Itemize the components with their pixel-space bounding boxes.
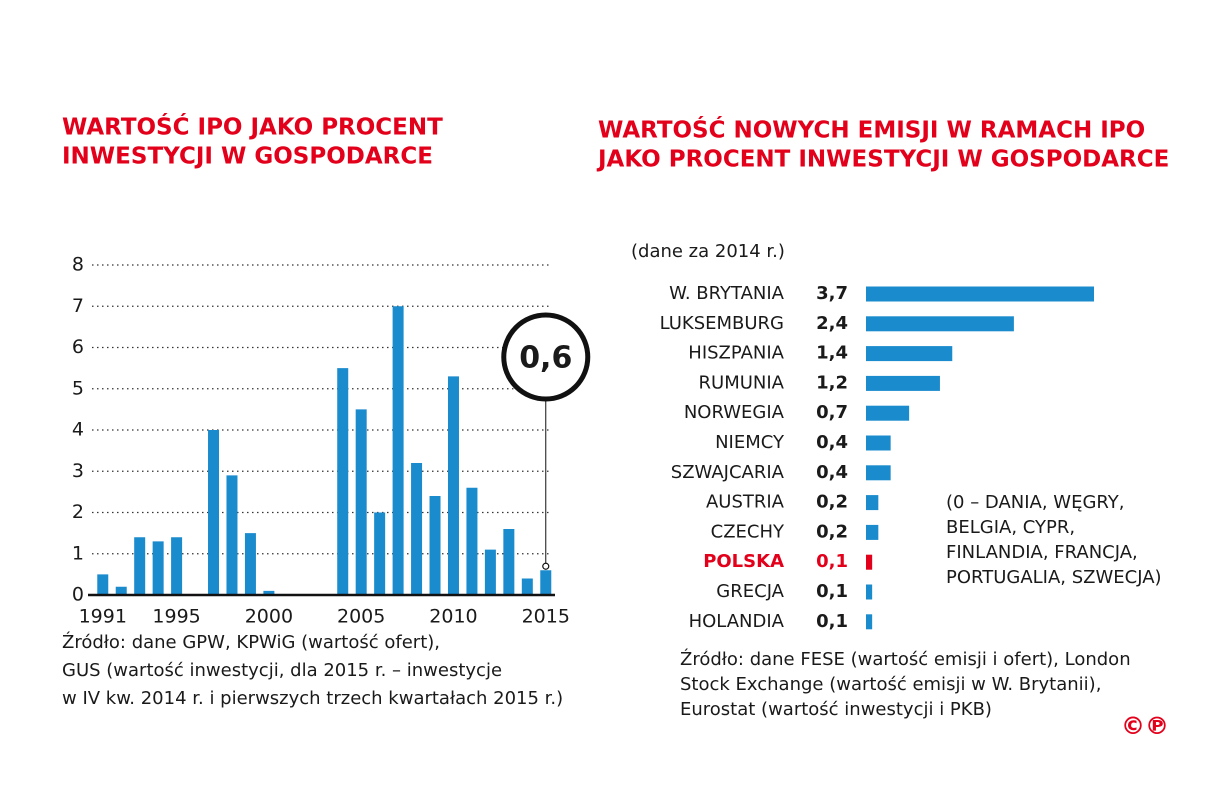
bar [866, 405, 910, 421]
value-label: 0,4 [816, 432, 848, 453]
value-label: 2,4 [816, 313, 848, 334]
category-label: CZECHY [711, 521, 785, 542]
category-label: NORWEGIA [684, 402, 785, 423]
bar [226, 475, 238, 595]
value-label: 0,2 [816, 492, 848, 513]
bar [447, 376, 459, 595]
bar [866, 554, 873, 570]
note: (0 – DANIA, WĘGRY, [946, 492, 1125, 513]
category-label: SZWAJCARIA [671, 462, 785, 483]
bar [540, 570, 552, 595]
chart-title: INWESTYCJI W GOSPODARCE [62, 144, 433, 170]
y-tick-label: 8 [72, 254, 84, 276]
category-label: W. BRYTANIA [669, 283, 785, 304]
bar [866, 495, 879, 511]
y-tick-label: 1 [72, 542, 84, 564]
bar [866, 346, 953, 362]
bar [866, 524, 879, 540]
value-label: 1,4 [816, 343, 848, 364]
source: w IV kw. 2014 r. i pierwszych trzech kwa… [62, 688, 563, 709]
value-label: 0,1 [816, 581, 848, 602]
subtitle: (dane za 2014 r.) [631, 241, 785, 262]
bar [521, 578, 533, 595]
value-label: 0,4 [816, 462, 848, 483]
source: Źródło: dane FESE (wartość emisji i ofer… [680, 648, 1131, 670]
source: Stock Exchange (wartość emisji w W. Bryt… [680, 674, 1101, 695]
bar [484, 549, 496, 595]
bar [134, 537, 146, 595]
note: FINLANDIA, FRANCJA, [946, 542, 1138, 563]
category-label: RUMUNIA [699, 372, 785, 393]
bar [466, 487, 478, 595]
x-tick-label: 2000 [245, 606, 293, 628]
bar [866, 435, 891, 451]
note: PORTUGALIA, SZWECJA) [946, 567, 1162, 588]
annotation: 0,6 [519, 341, 572, 376]
bar [152, 541, 164, 595]
x-tick-label: 2010 [429, 606, 477, 628]
bar [866, 316, 1014, 332]
bar [429, 496, 441, 595]
category-label: GRECJA [716, 581, 784, 602]
chart-title: JAKO PROCENT INWESTYCJI W GOSPODARCE [596, 147, 1169, 173]
y-tick-label: 6 [72, 336, 84, 358]
y-tick-label: 0 [72, 584, 84, 606]
x-tick-label: 2015 [522, 606, 570, 628]
bar [208, 430, 220, 595]
category-label: LUKSEMBURG [660, 313, 784, 334]
bar [411, 463, 423, 595]
bar [866, 584, 873, 600]
callout-dot [542, 562, 550, 570]
y-tick-label: 7 [72, 295, 84, 317]
bar [866, 614, 873, 630]
category-label: POLSKA [703, 551, 784, 572]
bar [866, 286, 1094, 302]
value-label: 0,1 [816, 551, 848, 572]
chart-title: WARTOŚĆ IPO JAKO PROCENT [62, 113, 443, 141]
y-tick-label: 4 [72, 419, 84, 441]
note: BELGIA, CYPR, [946, 517, 1075, 538]
source: Źródło: dane GPW, KPWiG (wartość ofert), [62, 631, 440, 653]
x-tick-label: 1995 [152, 606, 200, 628]
source: Eurostat (wartość inwestycji i PKB) [680, 699, 992, 720]
y-tick-label: 3 [72, 460, 84, 482]
bar [355, 409, 367, 595]
bar [503, 529, 515, 595]
value-label: 1,2 [816, 372, 848, 393]
chart-title: WARTOŚĆ NOWYCH EMISJI W RAMACH IPO [598, 116, 1145, 144]
value-label: 0,1 [816, 611, 848, 632]
bar [263, 590, 275, 595]
bar [171, 537, 183, 595]
value-label: 0,2 [816, 521, 848, 542]
category-label: HOLANDIA [689, 611, 785, 632]
source: GUS (wartość inwestycji, dla 2015 r. – i… [62, 660, 502, 681]
value-label: 0,7 [816, 402, 848, 423]
bar [866, 465, 891, 481]
logo: ©℗ [1121, 712, 1169, 740]
bar [374, 512, 386, 595]
y-tick-label: 5 [72, 377, 84, 399]
category-label: NIEMCY [715, 432, 785, 453]
bar [866, 375, 940, 391]
category-label: AUSTRIA [706, 492, 785, 513]
bar [337, 368, 349, 595]
x-tick-label: 1991 [79, 606, 127, 628]
bar [392, 306, 404, 595]
bar [244, 533, 256, 595]
category-label: HISZPANIA [688, 343, 784, 364]
x-tick-label: 2005 [337, 606, 385, 628]
y-tick-label: 2 [72, 501, 84, 523]
bar [97, 574, 109, 595]
callout-circle [501, 312, 591, 402]
bar [115, 586, 127, 595]
value-label: 3,7 [816, 283, 848, 304]
